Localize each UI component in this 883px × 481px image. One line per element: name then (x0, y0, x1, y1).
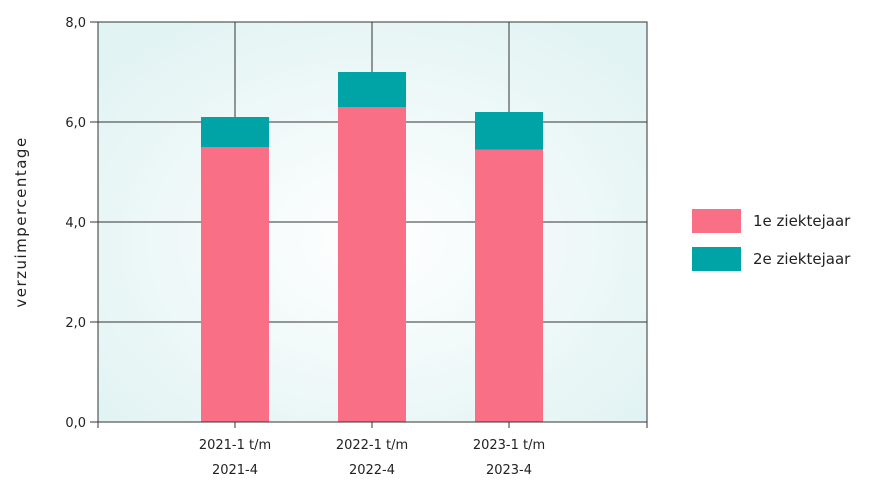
y-tick-label: 4,0 (65, 216, 86, 231)
legend-item-2e-ziektejaar: 2e ziektejaar (692, 247, 850, 271)
x-tick-label: 2023-1 t/m (473, 438, 545, 453)
legend-label: 1e ziektejaar (753, 212, 851, 230)
x-tick-label: 2021-1 t/m (199, 438, 271, 453)
y-tick-label: 6,0 (65, 116, 86, 131)
y-tick-label: 2,0 (65, 316, 86, 331)
y-axis-label: verzuimpercentage (12, 136, 30, 307)
bar-segment-1e-ziektejaar (475, 149, 543, 422)
bars (201, 72, 543, 422)
legend-item-1e-ziektejaar: 1e ziektejaar (692, 209, 850, 233)
x-tick-labels: 2021-1 t/m 2021-4 2022-1 t/m 2022-4 2023-1 t… (199, 438, 545, 478)
bar-segment-2e-ziektejaar (201, 117, 269, 147)
legend-swatch-1e-ziektejaar (692, 209, 741, 233)
x-tick-label: 2022-4 (349, 463, 395, 478)
x-tick-label: 2021-4 (212, 463, 258, 478)
y-tick-labels: 0,0 2,0 4,0 6,0 8,0 (65, 16, 86, 431)
bar-segment-1e-ziektejaar (201, 147, 269, 422)
x-tick-label: 2022-1 t/m (336, 438, 408, 453)
y-tick-label: 8,0 (65, 16, 86, 31)
legend-label: 2e ziektejaar (753, 250, 851, 268)
bar-segment-2e-ziektejaar (338, 72, 406, 107)
axes (90, 21, 648, 428)
y-tick-label: 0,0 (65, 416, 86, 431)
bar-segment-2e-ziektejaar (475, 112, 543, 150)
bar-segment-1e-ziektejaar (338, 107, 406, 422)
legend-swatch-2e-ziektejaar (692, 247, 741, 271)
x-tick-label: 2023-4 (486, 463, 532, 478)
legend: 1e ziektejaar 2e ziektejaar (692, 209, 850, 285)
